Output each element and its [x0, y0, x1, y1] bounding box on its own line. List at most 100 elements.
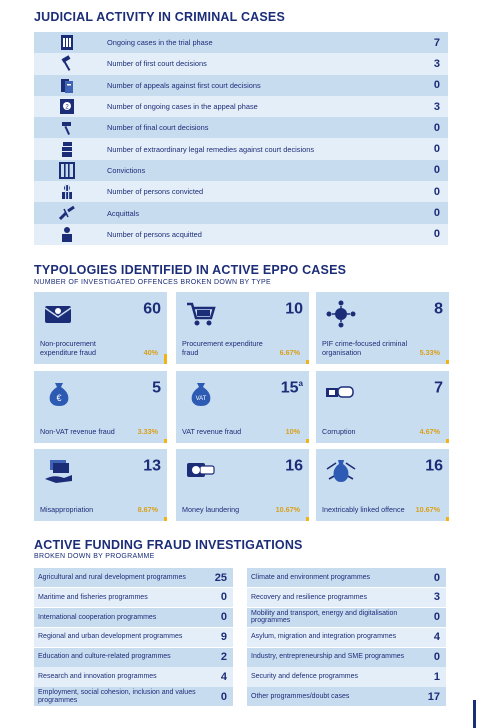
person-bars-icon [34, 181, 100, 203]
funding-row-value: 2 [205, 647, 233, 667]
funding-right-column: Climate and environment programmes 0 Rec… [247, 568, 446, 707]
judicial-row-label: Ongoing cases in the trial phase [100, 32, 418, 54]
judicial-row: Number of persons convicted 0 [34, 181, 448, 203]
typology-count: 13 [143, 457, 161, 475]
funding-row-value: 0 [418, 607, 446, 627]
judicial-row-value: 3 [418, 53, 448, 75]
vat-bag-icon: VAT [184, 379, 218, 407]
funding-row-label: Education and culture-related programmes [34, 647, 205, 667]
typology-count-value: 60 [143, 300, 161, 318]
hammer-icon [34, 117, 100, 139]
judicial-row: Convictions 0 [34, 159, 448, 182]
typology-share-bar [306, 517, 309, 521]
judicial-table: Ongoing cases in the trial phase 7 Numbe… [34, 32, 448, 245]
linked-bag-icon [324, 457, 358, 485]
funding-row-value: 3 [418, 587, 446, 607]
typology-tile: 16 Money laundering 10.67% [176, 449, 309, 521]
judicial-row-label: Acquittals [100, 202, 418, 224]
funding-row: Recovery and resilience programmes 3 [247, 587, 446, 607]
handshake-money-icon [324, 379, 358, 407]
judicial-row: Number of appeals against first court de… [34, 74, 448, 96]
funding-row-value: 17 [418, 687, 446, 707]
typology-count-value: 16 [285, 457, 303, 475]
freed-person-icon [34, 223, 100, 245]
judicial-row: Number of first court decisions 3 [34, 53, 448, 75]
judicial-row: Number of final court decisions 0 [34, 117, 448, 139]
judicial-row-value: 0 [418, 181, 448, 203]
funding-row-value: 0 [205, 587, 233, 607]
typology-count-value: 8 [434, 300, 443, 318]
typology-label: Misappropriation [40, 504, 94, 514]
funding-left-column: Agricultural and rural development progr… [34, 568, 233, 707]
gavel-icon [34, 53, 100, 75]
typology-count: 10 [285, 300, 303, 318]
typology-tile: € 5 Non-VAT revenue fraud 3.33% [34, 371, 167, 443]
funding-row: Regional and urban development programme… [34, 627, 233, 647]
typology-share-bar [164, 354, 167, 364]
judicial-row-value: 0 [418, 138, 448, 160]
typology-label: Procurement expenditure fraud [182, 339, 263, 357]
typologies-title: TYPOLOGIES IDENTIFIED IN ACTIVE EPPO CAS… [34, 263, 347, 277]
typology-label: PIF crime-focused criminal organisation [322, 339, 408, 357]
funding-row-value: 0 [418, 647, 446, 667]
appeal-courthouse-icon: 2 [34, 95, 100, 118]
typology-share-bar [446, 439, 449, 443]
judicial-row-value: 0 [418, 223, 448, 245]
funding-row: Other programmes/doubt cases 17 [247, 687, 446, 707]
funding-row-label: Mobility and transport, energy and digit… [247, 607, 418, 627]
svg-text:€: € [56, 393, 61, 403]
funding-subtitle: BROKEN DOWN BY PROGRAMME [34, 553, 155, 560]
washing-money-icon [184, 457, 218, 485]
typology-count: 16 [285, 457, 303, 475]
typology-count: 15a [281, 379, 303, 397]
judicial-row-label: Number of ongoing cases in the appeal ph… [100, 95, 418, 118]
funding-row-label: Recovery and resilience programmes [247, 587, 418, 607]
typology-label: Non-VAT revenue fraud [40, 426, 115, 436]
prison-bars-icon [34, 159, 100, 182]
funding-row: Climate and environment programmes 0 [247, 568, 446, 588]
typology-label: Corruption [322, 426, 356, 436]
judicial-row-value: 7 [418, 32, 448, 54]
funding-row: Security and defence programmes 1 [247, 667, 446, 687]
typology-count: 60 [143, 300, 161, 318]
funding-row-label: Research and innovation programmes [34, 667, 205, 687]
funding-row: International cooperation programmes 0 [34, 607, 233, 627]
typology-percentage: 4.67% [419, 427, 440, 436]
typology-percentage: 6.67% [279, 348, 300, 357]
document-stack-icon [34, 138, 100, 160]
judicial-row-value: 0 [418, 117, 448, 139]
funding-row: Industry, entrepreneurship and SME progr… [247, 647, 446, 667]
typology-count-footnote: a [298, 379, 303, 388]
svg-text:2: 2 [65, 105, 69, 111]
funding-row: Mobility and transport, energy and digit… [247, 607, 446, 627]
judicial-row: 2 Number of ongoing cases in the appeal … [34, 95, 448, 118]
typology-count-value: 13 [143, 457, 161, 475]
funding-row-label: Regional and urban development programme… [34, 627, 205, 647]
funding-row-value: 0 [205, 687, 233, 707]
broken-chain-icon [34, 202, 100, 224]
typology-share-bar [446, 360, 449, 364]
typology-count: 5 [152, 379, 161, 397]
funding-title: ACTIVE FUNDING FRAUD INVESTIGATIONS [34, 538, 303, 552]
svg-text:VAT: VAT [196, 396, 207, 402]
appeal-documents-icon [34, 74, 100, 96]
typology-share-bar [164, 439, 167, 443]
funding-row: Agricultural and rural development progr… [34, 568, 233, 588]
typology-percentage: 8.67% [137, 505, 158, 514]
funding-row-label: Agricultural and rural development progr… [34, 568, 205, 588]
funding-row-value: 4 [418, 627, 446, 647]
funding-row: Employment, social cohesion, inclusion a… [34, 687, 233, 707]
funding-row-label: Industry, entrepreneurship and SME progr… [247, 647, 418, 667]
typology-tile: 7 Corruption 4.67% [316, 371, 449, 443]
shopping-cart-icon [184, 300, 218, 328]
funding-row-label: International cooperation programmes [34, 607, 205, 627]
euro-bag-icon: € [42, 379, 76, 407]
typology-percentage: 3.33% [137, 427, 158, 436]
typology-count-value: 15 [280, 379, 299, 397]
funding-row: Maritime and fisheries programmes 0 [34, 587, 233, 607]
judicial-row-label: Number of final court decisions [100, 117, 418, 139]
judicial-row-label: Number of appeals against first court de… [100, 74, 418, 96]
typology-count-value: 7 [434, 379, 443, 397]
funding-row-value: 25 [205, 568, 233, 588]
judicial-row: Number of persons acquitted 0 [34, 223, 448, 245]
